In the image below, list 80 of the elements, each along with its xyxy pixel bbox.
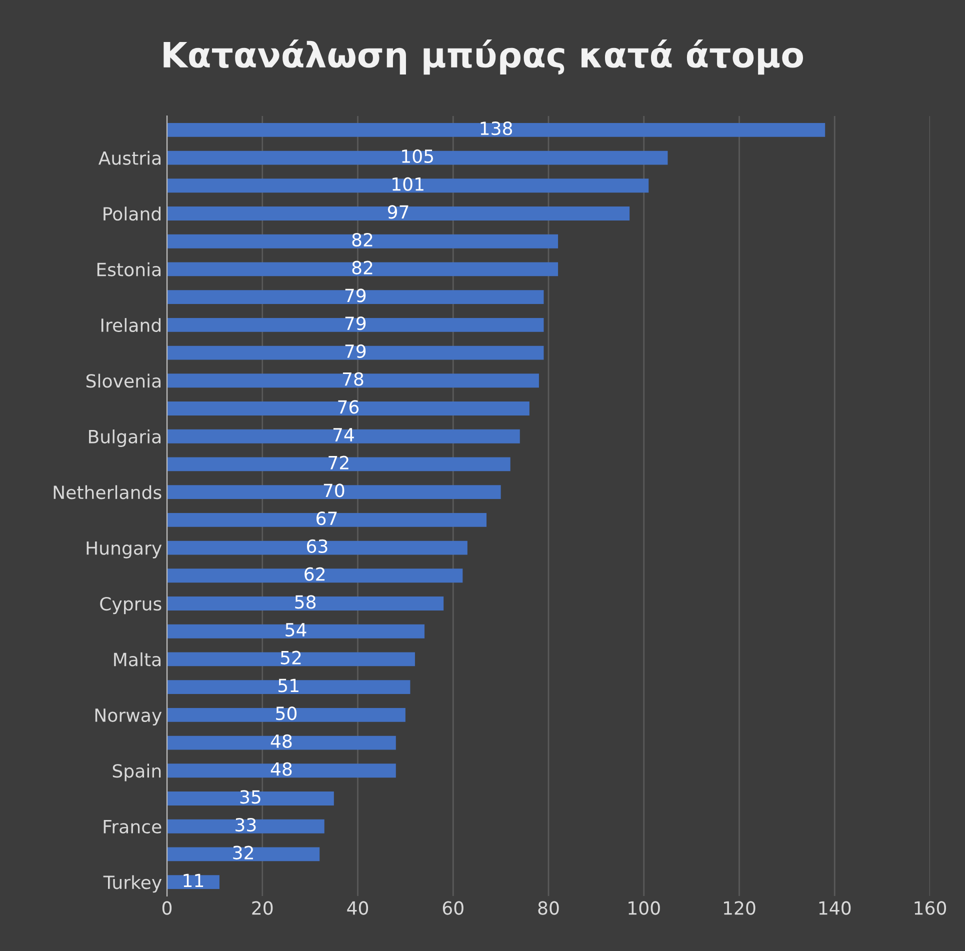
bar (167, 596, 444, 610)
data-label: 72 (328, 456, 348, 470)
y-tick-label: Turkey (103, 875, 162, 893)
data-label: 63 (306, 539, 328, 554)
bar (167, 485, 501, 500)
data-label: 82 (352, 232, 372, 247)
bar (167, 262, 558, 276)
data-label: 35 (240, 790, 260, 804)
y-tick-label: Bulgaria (89, 429, 160, 447)
y-tick-label: Netherlands (54, 485, 162, 500)
bar (167, 624, 425, 638)
bar (167, 540, 468, 555)
data-label: 11 (184, 874, 204, 888)
bar (167, 122, 826, 137)
data-label: 33 (236, 818, 256, 832)
data-label: 32 (233, 846, 253, 860)
data-label: 54 (286, 623, 306, 637)
bar (167, 206, 630, 220)
y-tick-label: Spain (112, 764, 161, 782)
data-label: 101 (392, 177, 424, 191)
x-tick-label: 60 (442, 901, 464, 915)
bar (167, 847, 320, 862)
bar (167, 374, 539, 388)
data-label: 50 (276, 706, 297, 720)
bar (167, 568, 463, 583)
bar (167, 652, 415, 666)
bar (167, 457, 510, 472)
bar (167, 512, 487, 527)
bar (167, 318, 544, 332)
bar (167, 346, 544, 360)
data-label: 51 (278, 678, 298, 692)
y-tick-label: Poland (104, 206, 160, 221)
y-tick-label: Ireland (101, 318, 160, 332)
chart-title: Κατανάλωση μπύρας κατά άτομο (164, 40, 804, 75)
bar (167, 819, 324, 834)
y-tick-label: Austria (98, 150, 161, 165)
data-label: 97 (388, 205, 408, 219)
data-label: 79 (345, 288, 366, 302)
x-tick-label: 20 (252, 901, 273, 915)
data-label: 79 (345, 344, 366, 358)
data-label: 70 (324, 484, 344, 498)
data-label: 48 (270, 762, 292, 776)
x-tick-label: 40 (347, 901, 368, 915)
bar (167, 429, 520, 444)
bar (167, 736, 396, 750)
x-tick-label: 100 (628, 901, 660, 915)
y-tick-label: Cyprus (100, 596, 162, 614)
bar (167, 708, 406, 722)
y-tick-label: Hungary (86, 541, 162, 558)
bar (167, 764, 396, 778)
x-tick-label: 140 (819, 901, 851, 915)
x-tick-label: 120 (724, 901, 756, 915)
data-label: 76 (338, 400, 359, 414)
x-tick-label: 160 (914, 901, 946, 915)
y-tick-label: Malta (114, 652, 160, 666)
bar (167, 680, 410, 694)
bar (167, 402, 530, 416)
data-label: 48 (270, 734, 292, 748)
bar (167, 792, 334, 806)
y-tick-label: Estonia (97, 262, 160, 276)
data-label: 52 (280, 650, 301, 664)
data-label: 138 (480, 122, 512, 136)
data-label: 67 (316, 512, 337, 526)
bar (167, 150, 668, 165)
bar (167, 234, 558, 248)
data-label: 82 (352, 260, 372, 274)
y-tick-label: Norway (95, 708, 162, 726)
bar (167, 178, 649, 193)
data-label: 78 (342, 372, 364, 386)
bar (167, 875, 220, 890)
data-label: 74 (333, 428, 354, 442)
data-label: 105 (402, 149, 434, 164)
x-tick-label: 0 (162, 901, 172, 915)
data-label: 79 (345, 316, 366, 330)
y-tick-label: Slovenia (86, 374, 160, 388)
y-tick-label: France (104, 820, 162, 834)
x-tick-label: 80 (538, 901, 559, 915)
bar (167, 290, 544, 304)
data-label: 62 (304, 567, 325, 581)
data-label: 58 (295, 595, 316, 609)
